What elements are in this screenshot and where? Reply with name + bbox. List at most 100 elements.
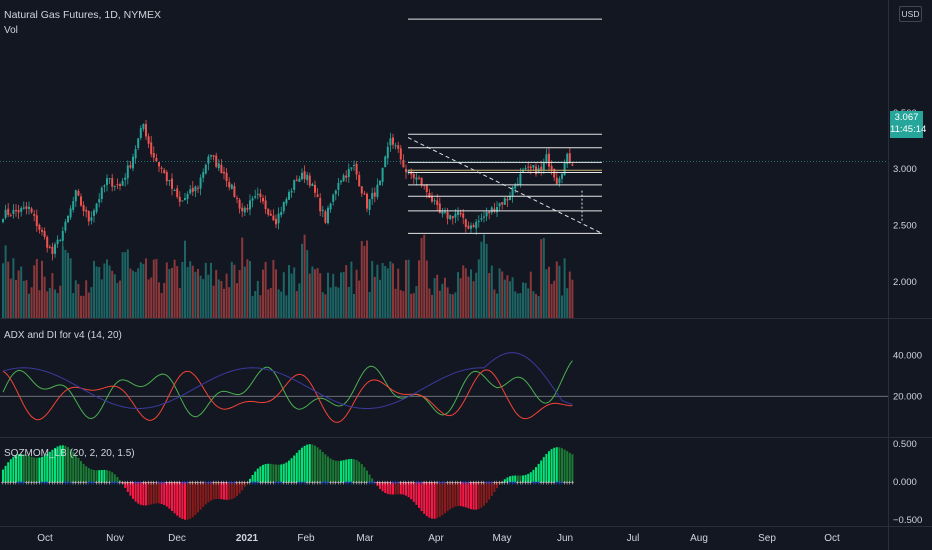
squeeze-dot: +: [165, 480, 169, 487]
adx-indicator-title[interactable]: ADX and DI for v4 (14, 20): [4, 330, 122, 341]
volume-bar: [405, 259, 407, 318]
momentum-bar: [371, 478, 374, 482]
squeeze-dot: +: [157, 480, 161, 487]
candle-body: [35, 215, 38, 226]
volume-bar: [259, 295, 262, 318]
squeeze-dot: +: [94, 480, 98, 487]
momentum-bar: [98, 470, 101, 482]
momentum-bar: [454, 482, 457, 507]
squeeze-dot: +: [139, 480, 143, 487]
sqz-indicator-title[interactable]: SQZMOM_LB (20, 2, 20, 1.5): [4, 448, 135, 459]
momentum-bar: [457, 482, 459, 507]
squeeze-dot: +: [414, 480, 418, 487]
squeeze-dot: +: [118, 480, 122, 487]
time-axis-label: Aug: [690, 533, 708, 544]
squeeze-dot: +: [271, 480, 275, 487]
candle-body: [165, 172, 168, 182]
squeeze-dot: +: [159, 480, 163, 487]
volume-bar: [2, 263, 4, 318]
volume-bar: [470, 269, 472, 318]
candle-body: [363, 193, 366, 195]
squeeze-dot: +: [266, 480, 270, 487]
volume-bar: [116, 282, 119, 318]
candle-body: [501, 202, 504, 205]
momentum-bar: [189, 482, 192, 519]
candle-body: [407, 169, 410, 174]
momentum-bar: [368, 474, 371, 482]
momentum-bar: [558, 447, 561, 482]
momentum-bar: [28, 455, 30, 482]
candle-body: [72, 201, 75, 210]
squeeze-dot: +: [427, 480, 431, 487]
candle-body: [524, 167, 527, 169]
candle-body: [550, 165, 553, 171]
candle-body: [540, 166, 543, 171]
volume-bar: [301, 243, 303, 318]
volume-bar: [129, 268, 132, 318]
squeeze-dot: +: [14, 480, 18, 487]
squeeze-dot: +: [27, 480, 31, 487]
squeeze-dot: +: [3, 480, 7, 487]
momentum-bar: [428, 482, 431, 518]
volume-bar: [7, 261, 10, 318]
candle-body: [293, 179, 296, 190]
volume-bar: [77, 284, 80, 318]
momentum-bar: [566, 451, 569, 482]
candle-body: [147, 136, 150, 144]
momentum-bar: [571, 454, 574, 482]
momentum-bar: [485, 482, 488, 503]
volume-bar: [9, 278, 12, 318]
momentum-bar: [327, 456, 329, 482]
squeeze-dot: +: [152, 480, 156, 487]
squeeze-dot: +: [539, 480, 543, 487]
volume-bar: [506, 275, 509, 318]
candle-body: [111, 178, 114, 187]
momentum-bar: [225, 482, 228, 500]
momentum-bar: [444, 482, 446, 514]
squeeze-dot: +: [282, 480, 286, 487]
momentum-bar: [194, 482, 197, 516]
volume-bar: [25, 280, 28, 318]
candle-body: [438, 203, 441, 214]
candle-body: [316, 194, 319, 197]
momentum-bar: [363, 467, 366, 482]
squeeze-dot: +: [263, 480, 267, 487]
candle-body: [329, 203, 332, 210]
currency-button[interactable]: USD: [899, 6, 922, 22]
price-axis-label: 3.000: [893, 164, 917, 175]
volume-bar: [415, 286, 418, 318]
squeeze-dot: +: [510, 480, 514, 487]
candle-body: [176, 188, 179, 197]
momentum-bar: [155, 482, 158, 504]
squeeze-dot: +: [526, 480, 530, 487]
candle-body: [376, 184, 379, 197]
candle-body: [275, 218, 277, 225]
squeeze-dot: +: [6, 480, 10, 487]
squeeze-dot: +: [128, 480, 132, 487]
momentum-bar: [186, 482, 189, 520]
candle-body: [155, 158, 158, 162]
volume-bar: [410, 293, 413, 318]
candle-body: [470, 225, 472, 229]
time-axis-label: Oct: [37, 533, 53, 544]
volume-bar: [85, 280, 88, 318]
squeeze-dot: +: [412, 480, 416, 487]
candle-body: [121, 181, 124, 186]
volume-bar: [293, 267, 296, 318]
volume-bar: [22, 280, 25, 318]
momentum-bar: [212, 482, 215, 500]
squeeze-dot: +: [347, 480, 351, 487]
candle-body: [490, 207, 493, 213]
momentum-bar: [433, 482, 436, 519]
momentum-bar: [384, 482, 387, 493]
squeeze-dot: +: [214, 480, 218, 487]
momentum-bar: [480, 482, 483, 508]
momentum-bar: [550, 449, 553, 482]
candle-body: [537, 168, 540, 174]
squeeze-dot: +: [193, 480, 197, 487]
candle-body: [22, 207, 25, 209]
volume-bar: [56, 293, 59, 318]
squeeze-dot: +: [63, 480, 67, 487]
volume-bar: [376, 264, 379, 318]
